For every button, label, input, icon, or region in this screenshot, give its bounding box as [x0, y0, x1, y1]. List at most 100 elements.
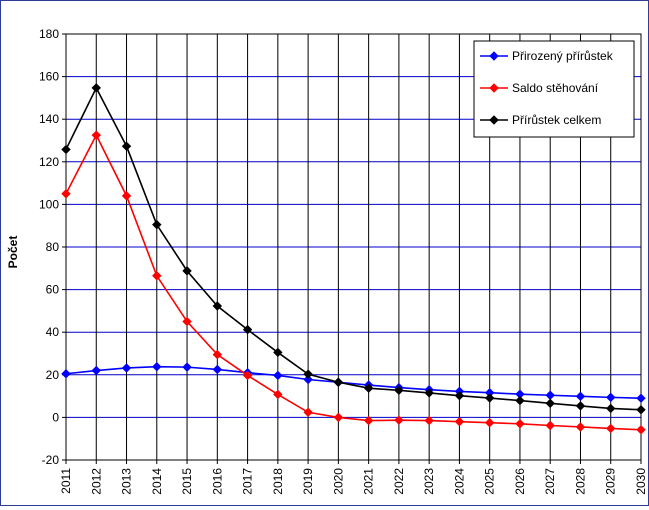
- x-tick-label: 2022: [392, 468, 406, 495]
- series-3: [61, 83, 646, 415]
- y-tick-label: -20: [42, 453, 60, 467]
- data-point: [484, 418, 495, 428]
- legend-marker: [489, 115, 499, 125]
- data-point: [152, 271, 162, 281]
- data-point: [121, 363, 132, 373]
- x-tick-label: 2020: [331, 468, 345, 495]
- series-2: [61, 130, 646, 435]
- data-point: [273, 389, 283, 400]
- data-point: [212, 364, 223, 375]
- x-tick-label: 2017: [241, 468, 255, 495]
- axes: -20 0 20 40 60 80 100 120 140 160 180 2011 2012 2013 2…: [39, 27, 648, 495]
- data-point: [424, 388, 434, 398]
- x-tick-label: 2025: [483, 468, 497, 495]
- data-point: [515, 419, 525, 429]
- data-point: [91, 83, 101, 93]
- y-tick-label: 0: [52, 410, 59, 424]
- data-point: [333, 377, 344, 387]
- x-tick-label: 2014: [150, 468, 164, 495]
- x-tick-label: 2018: [271, 468, 285, 495]
- data-point: [121, 141, 132, 151]
- data-point: [575, 391, 586, 402]
- data-point: [61, 144, 71, 155]
- legend-label: Přirozený přírůstek: [512, 49, 614, 63]
- data-point: [212, 349, 223, 360]
- data-point: [61, 369, 71, 379]
- data-point: [363, 415, 374, 426]
- y-tick-label: 60: [46, 283, 60, 297]
- x-tick-label: 2021: [362, 468, 376, 495]
- data-point: [484, 393, 495, 403]
- data-point: [454, 416, 465, 427]
- series-line: [65, 86, 642, 411]
- x-tick-label: 2027: [543, 468, 557, 495]
- y-axis-label: Počet: [6, 236, 20, 269]
- y-tick-label: 80: [46, 240, 60, 254]
- data-point: [454, 390, 465, 401]
- data-point: [182, 266, 192, 276]
- x-tick-label: 2030: [634, 468, 648, 495]
- data-point: [242, 324, 253, 335]
- data-point: [394, 415, 404, 425]
- data-point: [303, 374, 313, 385]
- legend-label: Přírůstek celkem: [512, 113, 601, 127]
- x-tick-label: 2015: [180, 468, 194, 495]
- y-tick-label: 180: [39, 27, 59, 41]
- x-tick-label: 2029: [604, 468, 618, 495]
- series-1: [61, 361, 646, 403]
- data-point: [91, 130, 101, 140]
- data-point: [545, 398, 555, 409]
- data-point: [394, 385, 404, 396]
- data-point: [606, 423, 616, 434]
- data-point: [303, 407, 313, 417]
- x-tick-label: 2023: [422, 468, 436, 495]
- y-tick-label: 100: [39, 197, 59, 211]
- y-tick-label: 20: [46, 368, 60, 382]
- x-tick-label: 2024: [452, 468, 466, 495]
- data-point: [545, 420, 555, 431]
- data-point: [636, 405, 646, 415]
- y-tick-label: 160: [39, 70, 59, 84]
- data-point: [575, 422, 586, 432]
- data-point: [91, 365, 101, 376]
- x-tick-label: 2028: [573, 468, 587, 495]
- series-line: [65, 365, 642, 400]
- data-point: [242, 370, 253, 381]
- data-point: [636, 425, 646, 435]
- legend: Přirozený přírůstek Saldo stěhování Přírůs…: [473, 40, 635, 138]
- y-tick-label: 120: [39, 155, 59, 169]
- legend-marker: [489, 83, 499, 93]
- data-point: [636, 393, 646, 403]
- data-point: [273, 370, 283, 381]
- data-point: [212, 301, 223, 311]
- series-line: [65, 133, 642, 431]
- data-point: [121, 191, 132, 201]
- legend-marker: [489, 51, 499, 61]
- data-point: [575, 401, 586, 411]
- data-point: [424, 415, 434, 426]
- y-tick-label: 140: [39, 112, 59, 126]
- data-point: [303, 369, 313, 379]
- x-tick-label: 2011: [59, 468, 73, 494]
- x-tick-label: 2012: [89, 468, 103, 495]
- data-point: [606, 403, 616, 414]
- data-point: [333, 412, 344, 423]
- legend-label: Saldo stěhování: [512, 81, 599, 95]
- x-tick-label: 2019: [301, 468, 315, 495]
- data-point: [545, 390, 555, 400]
- data-point: [182, 316, 192, 327]
- data-point: [363, 383, 374, 393]
- data-point: [182, 362, 192, 372]
- plot-area-border: [65, 33, 642, 461]
- legend-box: [473, 40, 635, 138]
- data-point: [61, 189, 71, 199]
- data-point: [152, 361, 162, 372]
- data-point: [152, 219, 162, 230]
- y-tick-label: 40: [46, 325, 60, 339]
- data-point: [273, 347, 283, 358]
- x-tick-label: 2016: [210, 468, 224, 495]
- data-point: [606, 392, 616, 403]
- data-point: [515, 395, 525, 406]
